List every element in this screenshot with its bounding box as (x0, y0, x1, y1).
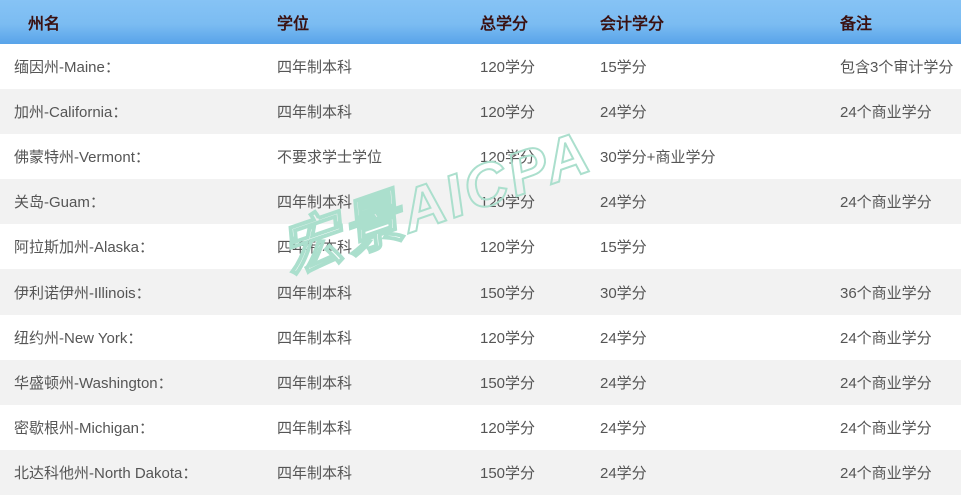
table-row: 关岛-Guam： 四年制本科 120学分 24学分 24个商业学分 (0, 179, 961, 225)
cell-accounting-credits: 24学分 (600, 329, 647, 347)
column-header-total-credits: 总学分 (480, 16, 529, 33)
table-row: 北达科他州-North Dakota： 四年制本科 150学分 24学分 24个… (0, 449, 961, 495)
cell-total-credits: 120学分 (480, 419, 536, 437)
column-header-degree: 学位 (277, 16, 310, 33)
cell-degree: 四年制本科 (277, 194, 353, 212)
cell-degree: 四年制本科 (277, 284, 353, 302)
cell-notes: 36个商业学分 (840, 284, 932, 302)
table-header-row: 州名 学位 总学分 会计学分 备注 (0, 0, 961, 44)
cell-degree: 四年制本科 (277, 329, 353, 347)
cell-notes: 24个商业学分 (840, 329, 932, 347)
cell-state: 纽约州-New York： (14, 329, 143, 347)
table-row: 华盛顿州-Washington： 四年制本科 150学分 24学分 24个商业学… (0, 359, 961, 405)
cell-state: 华盛顿州-Washington： (14, 374, 173, 392)
cell-notes: 包含3个审计学分 (840, 59, 954, 77)
cell-accounting-credits: 30学分 (600, 284, 647, 302)
cell-accounting-credits: 24学分 (600, 104, 647, 122)
cell-accounting-credits: 15学分 (600, 59, 647, 77)
cell-state: 缅因州-Maine： (14, 59, 120, 77)
table-row: 加州-California： 四年制本科 120学分 24学分 24个商业学分 (0, 89, 961, 135)
cell-state: 密歇根州-Michigan： (14, 419, 155, 437)
cell-total-credits: 120学分 (480, 59, 536, 77)
cell-accounting-credits: 24学分 (600, 464, 647, 482)
cell-total-credits: 120学分 (480, 104, 536, 122)
cell-state: 佛蒙特州-Vermont： (14, 149, 150, 167)
cell-notes: 24个商业学分 (840, 104, 932, 122)
cell-accounting-credits: 15学分 (600, 239, 647, 257)
cell-degree: 不要求学士学位 (277, 149, 383, 167)
table-row: 阿拉斯加州-Alaska： 四年制本科 120学分 15学分 (0, 224, 961, 269)
cell-state: 加州-California： (14, 104, 128, 122)
table-row: 佛蒙特州-Vermont： 不要求学士学位 120学分 30学分+商业学分 (0, 134, 961, 179)
cell-total-credits: 150学分 (480, 284, 536, 302)
cell-total-credits: 120学分 (480, 149, 536, 167)
table-row: 伊利诺伊州-Illinois： 四年制本科 150学分 30学分 36个商业学分 (0, 269, 961, 315)
cell-degree: 四年制本科 (277, 59, 353, 77)
cell-total-credits: 150学分 (480, 464, 536, 482)
column-header-notes: 备注 (840, 16, 873, 33)
column-header-state: 州名 (28, 16, 61, 33)
cell-total-credits: 120学分 (480, 329, 536, 347)
cell-notes: 24个商业学分 (840, 374, 932, 392)
table-body: 缅因州-Maine： 四年制本科 120学分 15学分 包含3个审计学分 加州-… (0, 44, 961, 495)
cell-state: 阿拉斯加州-Alaska： (14, 239, 155, 257)
table-row: 纽约州-New York： 四年制本科 120学分 24学分 24个商业学分 (0, 315, 961, 360)
table-row: 缅因州-Maine： 四年制本科 120学分 15学分 包含3个审计学分 (0, 44, 961, 89)
cell-degree: 四年制本科 (277, 374, 353, 392)
cell-degree: 四年制本科 (277, 419, 353, 437)
cell-state: 伊利诺伊州-Illinois： (14, 284, 151, 302)
cell-total-credits: 150学分 (480, 374, 536, 392)
cell-degree: 四年制本科 (277, 239, 353, 257)
cell-total-credits: 120学分 (480, 194, 536, 212)
cell-degree: 四年制本科 (277, 464, 353, 482)
cell-notes: 24个商业学分 (840, 419, 932, 437)
cell-accounting-credits: 24学分 (600, 194, 647, 212)
column-header-accounting-credits: 会计学分 (600, 16, 665, 33)
cell-notes: 24个商业学分 (840, 464, 932, 482)
cell-state: 北达科他州-North Dakota： (14, 464, 198, 482)
cell-accounting-credits: 30学分+商业学分 (600, 149, 716, 167)
cell-accounting-credits: 24学分 (600, 374, 647, 392)
cell-notes: 24个商业学分 (840, 194, 932, 212)
cell-state: 关岛-Guam： (14, 194, 105, 212)
cell-degree: 四年制本科 (277, 104, 353, 122)
cell-accounting-credits: 24学分 (600, 419, 647, 437)
cell-total-credits: 120学分 (480, 239, 536, 257)
table-row: 密歇根州-Michigan： 四年制本科 120学分 24学分 24个商业学分 (0, 405, 961, 450)
